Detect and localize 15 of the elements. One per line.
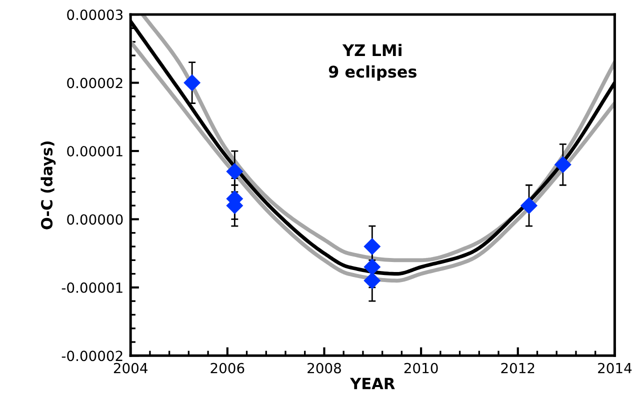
y-tick-label: -0.00002: [62, 350, 122, 362]
y-tick-label: 0.00002: [67, 78, 122, 88]
x-axis-title: YEAR: [350, 378, 395, 390]
y-tick-label: 0.00000: [67, 214, 123, 225]
x-tick-label: 2004: [114, 362, 148, 374]
y-axis-title: O-C (days): [40, 141, 56, 230]
y-tick-label: -0.00001: [62, 282, 122, 293]
x-tick-label: 2008: [308, 362, 341, 374]
y-tick-label: 0.00003: [67, 10, 123, 20]
annotation: YZ LMi 9 eclipses: [328, 44, 416, 81]
x-tick-label: 2006: [210, 362, 244, 374]
y-tick-label: 0.00001: [67, 146, 122, 156]
x-tick-label: 2014: [598, 362, 632, 374]
x-tick-label: 2010: [404, 362, 438, 374]
x-tick-label: 2012: [501, 362, 534, 374]
